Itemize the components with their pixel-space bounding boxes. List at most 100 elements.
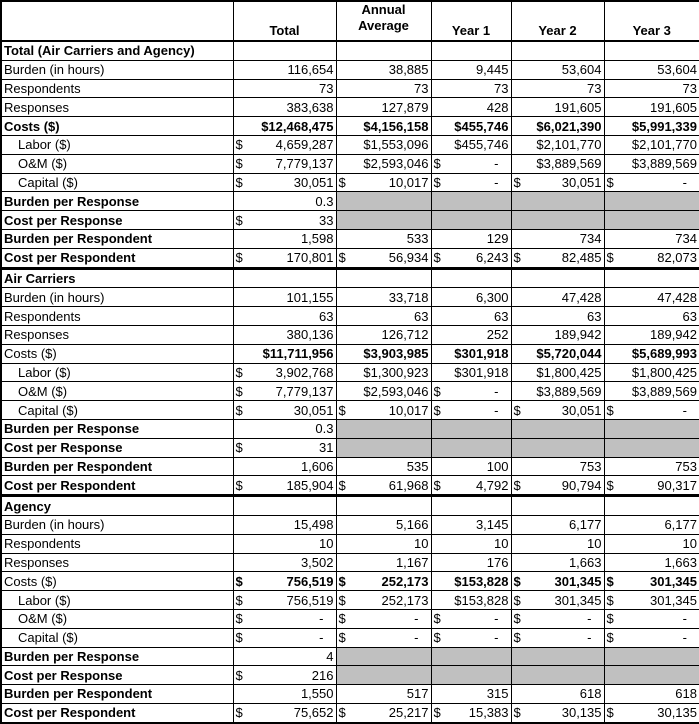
table-row: Cost per Respondent $170,801 $56,934 $6,243… <box>0 247 699 269</box>
currency-symbol: $ <box>235 250 243 266</box>
value-cell: 176 <box>430 552 512 573</box>
cell-value: 15,383 <box>468 705 509 721</box>
currency-symbol: $ <box>433 383 441 399</box>
currency-symbol: $ <box>606 592 614 608</box>
cell-value: 82,073 <box>657 250 697 266</box>
row-label: Cost per Respondent <box>0 247 234 269</box>
value-cell: 533 <box>335 228 432 249</box>
shaded-cell <box>335 418 432 439</box>
empty-cell <box>430 40 512 61</box>
value-cell: 10 <box>510 533 605 554</box>
value-cell: $30,051 <box>510 172 605 193</box>
table-row: Respondents 10 10 10 10 10 <box>0 533 699 554</box>
table-row: Responses 3,502 1,167 176 1,663 1,663 <box>0 552 699 573</box>
row-label: Cost per Respondent <box>0 475 234 497</box>
value-cell: $3,889,569 <box>510 153 605 174</box>
value-cell: 6,177 <box>603 514 699 535</box>
value-cell: $ - <box>232 608 337 629</box>
table-row: Labor ($) $3,902,768 $1,300,923 $301,918 $1,… <box>0 362 699 383</box>
cell-value: 301,345 <box>554 573 602 589</box>
row-label: Burden (in hours) <box>0 514 234 535</box>
currency-symbol: $ <box>513 477 521 493</box>
value-cell: $1,800,425 <box>603 362 699 383</box>
row-label: Cost per Response <box>0 665 234 686</box>
cell-value: 33 <box>319 212 334 228</box>
row-label: Burden per Respondent <box>0 456 234 477</box>
cell-value: 90,794 <box>561 477 602 493</box>
currency-symbol: $ <box>606 573 614 589</box>
value-cell: $185,904 <box>232 475 337 497</box>
currency-symbol: $ <box>513 592 521 608</box>
empty-cell <box>335 494 432 516</box>
currency-symbol: $ <box>235 383 243 399</box>
cell-value: 301,345 <box>650 592 697 608</box>
value-cell: 753 <box>603 456 699 477</box>
cell-value: - <box>494 383 499 399</box>
row-label: O&M ($) <box>0 381 234 402</box>
value-cell: $756,519 <box>232 590 337 610</box>
currency-symbol: $ <box>513 573 521 589</box>
cell-value: 7,779,137 <box>275 383 334 399</box>
value-cell: 73 <box>430 78 512 99</box>
shaded-cell <box>510 210 605 230</box>
row-label: Capital ($) <box>0 627 234 648</box>
value-cell: 10 <box>335 533 432 554</box>
cell-value: - <box>587 630 592 646</box>
cell-value: 756,519 <box>286 592 334 608</box>
value-cell: $301,918 <box>430 362 512 383</box>
row-label: Cost per Respondent <box>0 702 234 724</box>
currency-symbol: $ <box>513 630 521 646</box>
shaded-cell <box>430 437 512 458</box>
value-cell: $ - <box>430 400 512 420</box>
shaded-cell <box>603 418 699 439</box>
currency-symbol: $ <box>606 611 614 627</box>
row-label: Burden per Response <box>0 418 234 439</box>
section-header-row: Total (Air Carriers and Agency) <box>0 40 699 61</box>
cell-value: 10,017 <box>388 174 429 190</box>
currency-symbol: $ <box>513 402 521 418</box>
value-cell: 15,498 <box>232 514 337 535</box>
shaded-cell <box>603 665 699 686</box>
value-cell: $455,746 <box>430 116 512 136</box>
value-cell: $301,345 <box>603 571 699 592</box>
row-label: Burden per Respondent <box>0 228 234 249</box>
value-cell: $3,902,768 <box>232 362 337 383</box>
row-label: Labor ($) <box>0 590 234 610</box>
value-cell: $ - <box>430 381 512 402</box>
value-cell: 100 <box>430 456 512 477</box>
row-label: Responses <box>0 324 234 345</box>
value-cell: $3,889,569 <box>603 381 699 402</box>
cell-value: 3,902,768 <box>275 364 334 380</box>
cell-value: 4,659,287 <box>275 137 334 153</box>
value-cell: $153,828 <box>430 590 512 610</box>
table-row: Cost per Response $31 <box>0 437 699 458</box>
value-cell: $30,051 <box>510 400 605 420</box>
currency-symbol: $ <box>606 250 614 266</box>
value-cell: 10 <box>603 533 699 554</box>
value-cell: $30,051 <box>232 400 337 420</box>
value-cell: 191,605 <box>603 97 699 118</box>
value-cell: $7,779,137 <box>232 153 337 174</box>
empty-cell <box>232 266 337 289</box>
cell-value: - <box>682 611 687 627</box>
table-row: O&M ($) $ - $ - $ - $ - $ - <box>0 608 699 629</box>
value-cell: 9,445 <box>430 59 512 80</box>
value-cell: 127,879 <box>335 97 432 118</box>
value-cell: $301,345 <box>603 590 699 610</box>
table-row: Cost per Response $33 <box>0 210 699 230</box>
value-cell: $7,779,137 <box>232 381 337 402</box>
table-row: Burden per Response 4 <box>0 646 699 667</box>
currency-symbol: $ <box>235 402 243 418</box>
cell-value: - <box>587 611 592 627</box>
shaded-cell <box>510 437 605 458</box>
value-cell: $5,991,339 <box>603 116 699 136</box>
table-row: Capital ($) $30,051 $10,017 $ - $30,051 $ - <box>0 172 699 193</box>
value-cell: $2,101,770 <box>603 134 699 155</box>
value-cell: $90,317 <box>603 475 699 497</box>
value-cell: 734 <box>603 228 699 249</box>
table-row: Burden per Respondent 1,550 517 315 618 618 <box>0 684 699 704</box>
row-label: Labor ($) <box>0 134 234 155</box>
cell-value: 30,051 <box>561 174 602 190</box>
row-label: Respondents <box>0 533 234 554</box>
shaded-cell <box>603 191 699 212</box>
